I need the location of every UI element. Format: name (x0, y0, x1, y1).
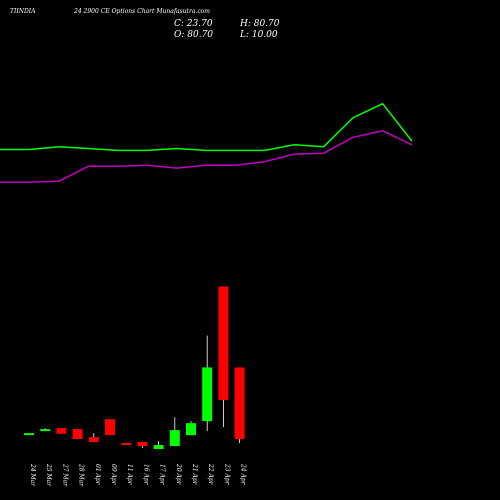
candle-body (24, 433, 34, 436)
candle (202, 335, 213, 432)
date-label: 23 Apr (223, 463, 230, 486)
upper-line (0, 102, 413, 152)
candle-body (202, 367, 213, 422)
candle (234, 367, 245, 444)
candle-body (169, 430, 180, 447)
candle-body (72, 429, 83, 440)
candle-body (234, 367, 245, 440)
candles (24, 286, 245, 450)
date-label: 27 Mar (61, 463, 68, 487)
candle-body (218, 286, 229, 400)
date-label: 21 Apr (191, 463, 198, 486)
low-value: L: 10.00 (240, 30, 278, 40)
candle (153, 441, 164, 450)
lower-line (0, 130, 413, 183)
candle-body (153, 445, 164, 450)
candle (137, 442, 148, 449)
candle-body (56, 428, 67, 434)
high-value: H: 80.70 (240, 19, 280, 29)
date-axis: 24 Mar 25 Mar 27 Mar 28 Mar 01 Apr 09 Apr 11 A… (29, 463, 247, 487)
date-label: 25 Mar (45, 463, 52, 487)
candle-body (40, 429, 51, 432)
date-label: 11 Apr (126, 464, 133, 486)
candle (169, 417, 180, 447)
candle (72, 429, 83, 440)
candle-body (105, 419, 115, 436)
candle (121, 443, 132, 446)
indicator-lines (0, 102, 413, 183)
candle (105, 419, 115, 436)
candle (40, 428, 51, 432)
candle (56, 428, 67, 434)
close-value: C: 23.70 (174, 19, 213, 29)
candle (88, 433, 99, 443)
date-label: 24 Mar (29, 463, 36, 487)
candle (24, 433, 34, 436)
candle-body (88, 437, 99, 443)
candle-body (186, 423, 196, 436)
candle (186, 421, 196, 436)
candle-body (121, 443, 132, 446)
date-label: 17 Apr (159, 464, 166, 486)
date-label: 28 Mar (78, 463, 85, 487)
candle (218, 286, 229, 428)
open-value: O: 80.70 (174, 30, 214, 40)
date-label: 24 Apr (240, 463, 247, 486)
chart-title: 24 2900 CE Options Chart Munafasutra.com (74, 8, 210, 15)
date-label: 09 Apr (110, 464, 117, 486)
date-label: 20 Apr (175, 463, 182, 486)
date-label: 22 Apr (207, 463, 214, 486)
date-label: 01 Apr (94, 464, 101, 486)
candle-body (137, 442, 148, 447)
symbol-label: TIINDIA (10, 8, 36, 15)
date-label: 16 Apr (142, 464, 149, 486)
